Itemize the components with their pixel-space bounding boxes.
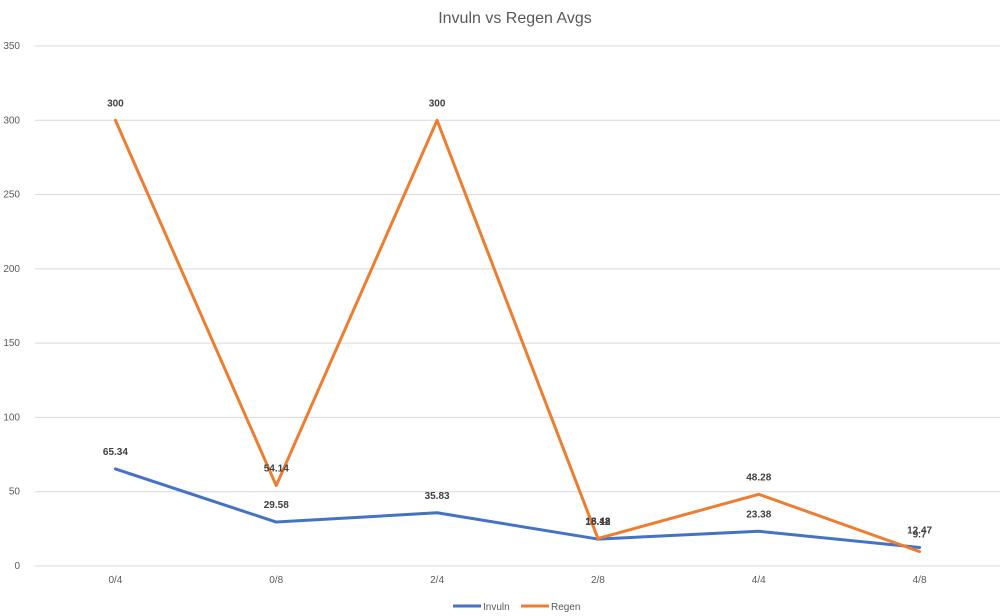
data-label: 300 bbox=[107, 98, 124, 109]
gridlines bbox=[35, 45, 1000, 567]
y-tick-label: 300 bbox=[3, 115, 20, 126]
series-lines bbox=[113, 118, 922, 554]
legend-label: Invuln bbox=[483, 602, 510, 613]
x-tick-label: 4/4 bbox=[752, 575, 766, 586]
y-tick-label: 250 bbox=[3, 190, 20, 201]
x-tick-label: 2/4 bbox=[430, 575, 444, 586]
y-tick-label: 50 bbox=[9, 487, 21, 498]
data-label: 48.28 bbox=[746, 472, 771, 483]
series-line-invuln bbox=[113, 467, 922, 549]
data-label: 18.48 bbox=[585, 517, 610, 528]
data-label: 12.47 bbox=[907, 525, 932, 536]
chart-title: Invuln vs Regen Avgs bbox=[438, 10, 592, 27]
legend: Invuln Regen bbox=[453, 602, 580, 613]
x-tick-label: 0/8 bbox=[269, 575, 283, 586]
y-tick-label: 200 bbox=[3, 264, 20, 275]
legend-label: Regen bbox=[551, 602, 580, 613]
data-labels: 65.34 29.58 35.83 18.12 23.38 12.47 300 54.14 30… bbox=[103, 98, 933, 540]
data-label: 35.83 bbox=[425, 491, 450, 502]
y-axis-ticks: 0 50 100 150 200 250 300 350 bbox=[3, 41, 20, 572]
data-label: 65.34 bbox=[103, 447, 128, 458]
x-tick-label: 0/4 bbox=[108, 575, 122, 586]
y-tick-label: 150 bbox=[3, 338, 20, 349]
data-label: 300 bbox=[429, 98, 446, 109]
data-label: 18.12 bbox=[585, 517, 610, 528]
data-label: 23.38 bbox=[746, 509, 771, 520]
y-tick-label: 100 bbox=[3, 412, 20, 423]
y-tick-label: 0 bbox=[14, 561, 20, 572]
x-tick-label: 2/8 bbox=[591, 575, 605, 586]
series-line-regen bbox=[113, 118, 922, 554]
x-tick-label: 4/8 bbox=[913, 575, 927, 586]
data-label: 9.7 bbox=[913, 530, 927, 541]
x-axis-ticks: 0/4 0/8 2/4 2/8 4/4 4/8 bbox=[108, 575, 927, 586]
data-label: 29.58 bbox=[264, 500, 289, 511]
y-tick-label: 350 bbox=[3, 41, 20, 52]
data-label: 54.14 bbox=[264, 464, 289, 475]
